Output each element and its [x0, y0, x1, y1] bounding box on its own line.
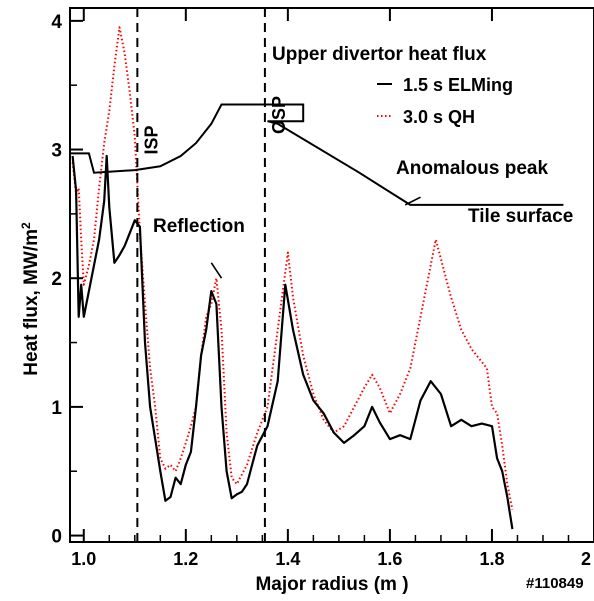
x-axis-label: Major radius (m )	[255, 574, 408, 595]
y-tick-label: 1	[51, 398, 62, 419]
y-axis-label: Heat flux, MW/m2	[19, 222, 42, 376]
legend-label-elming: 1.5 s ELMing	[403, 75, 513, 95]
y-tick-label: 4	[51, 12, 62, 33]
x-tick-label: 1.4	[275, 549, 300, 569]
annotation-anomalous-peak: Anomalous peak	[396, 158, 548, 179]
x-tick-label: 1.6	[377, 549, 402, 569]
legend: 1.5 s ELMing 3.0 s QH	[377, 75, 513, 127]
x-tick-label: 1.8	[479, 549, 504, 569]
annotation-layer: Reflection Anomalous peak	[153, 158, 548, 279]
series-line-qh	[71, 26, 514, 510]
annotation-pointer-reflection	[210, 262, 223, 279]
series-layer	[71, 26, 514, 530]
chart-title: Upper divertor heat flux	[272, 44, 487, 65]
strike-point-markers: ISP OSP	[136, 8, 289, 542]
plot-frame	[69, 7, 594, 543]
x-tick-label: 1.0	[71, 549, 96, 569]
x-tick-label: 2	[581, 549, 591, 569]
shot-number-label: #110849	[526, 575, 584, 592]
osp-marker-label: OSP	[269, 96, 289, 134]
y-tick-label: 0	[51, 527, 62, 548]
tile-surface-layer	[71, 103, 564, 206]
legend-label-qh: 3.0 s QH	[403, 107, 475, 127]
y-tick-label: 2	[51, 269, 62, 290]
series-line-elming	[71, 154, 514, 530]
axis-ticks: 1.0 1.2 1.4 1.6 1.8 2 0 1 2 3 4	[51, 8, 594, 569]
y-axis-label-superscript: 2	[19, 222, 33, 229]
y-axis-label-text: Heat flux, MW/m	[21, 229, 42, 376]
tile-surface-label: Tile surface	[468, 206, 573, 227]
annotation-pointer-anomalous-peak	[404, 196, 421, 206]
y-tick-label: 3	[51, 141, 62, 162]
x-tick-label: 1.2	[173, 549, 198, 569]
isp-marker-label: ISP	[141, 125, 161, 154]
annotation-reflection: Reflection	[153, 216, 245, 237]
tile-surface-line	[71, 103, 564, 206]
